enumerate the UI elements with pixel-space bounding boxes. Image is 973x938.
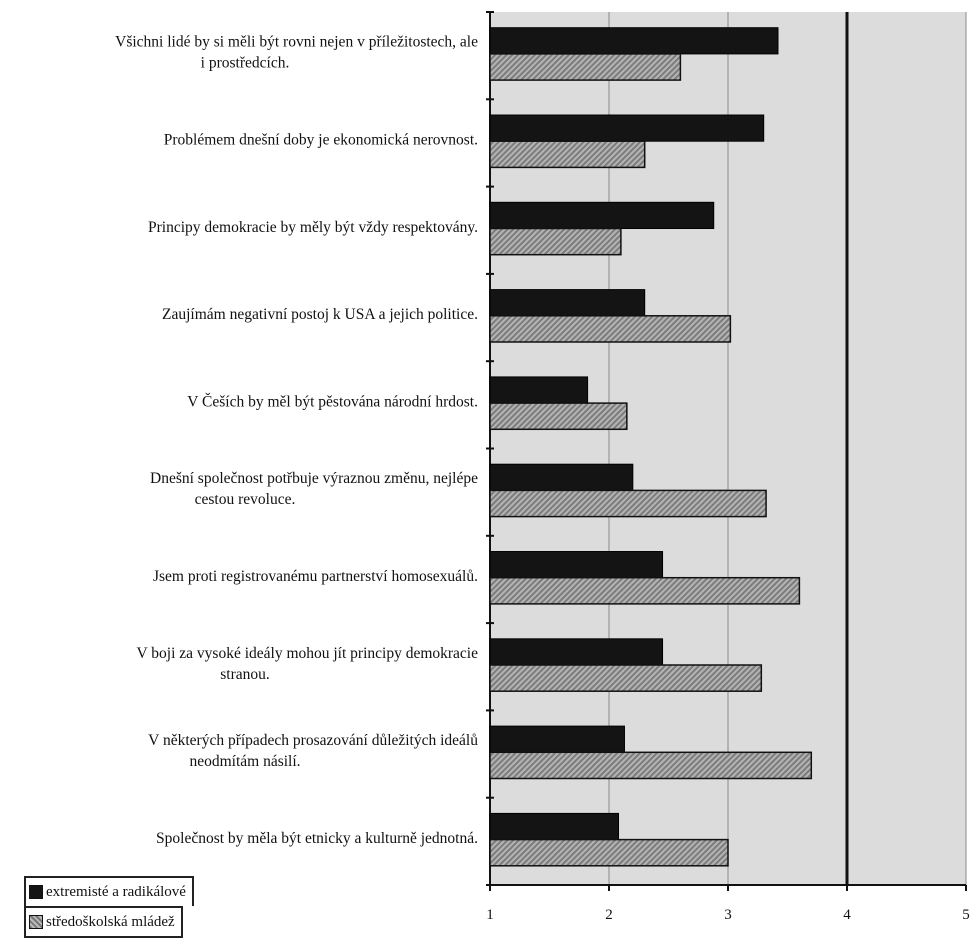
category-label: Zaujímám negativní postoj k USA a jejich… xyxy=(162,306,478,323)
category-label: Dnešní společnost potřbuje výraznou změn… xyxy=(150,470,478,487)
bar-students xyxy=(489,664,763,692)
bar-extremists xyxy=(489,114,765,142)
bar-students xyxy=(489,402,628,431)
bar-extremists xyxy=(489,725,625,753)
bar-extremists xyxy=(489,201,715,230)
category-label: V boji za vysoké ideály mohou jít princi… xyxy=(137,645,479,662)
legend-item-extremists: extremisté a radikálové xyxy=(24,876,194,906)
legend-swatch-grey xyxy=(29,915,43,929)
bar-extremists xyxy=(489,27,779,55)
category-label: Problémem dnešní doby je ekonomická nero… xyxy=(164,131,478,148)
x-tick-label: 2 xyxy=(605,907,613,923)
category-label: i prostředcích. xyxy=(201,55,290,72)
bar-students xyxy=(489,489,767,518)
legend-label-extremists: extremisté a radikálové xyxy=(46,884,186,900)
bar-students xyxy=(489,315,732,343)
bar-students xyxy=(489,838,729,867)
legend-swatch-dark xyxy=(29,885,43,899)
bar-students xyxy=(489,53,682,81)
x-tick-label: 4 xyxy=(843,907,851,923)
bar-students xyxy=(489,140,646,169)
category-label: stranou. xyxy=(220,666,270,683)
x-tick-label: 1 xyxy=(486,907,494,923)
bar-students xyxy=(489,751,813,780)
category-label: cestou revoluce. xyxy=(195,491,296,508)
bar-extremists xyxy=(489,638,664,666)
bar-students xyxy=(489,576,801,605)
bar-extremists xyxy=(489,463,634,491)
category-label: V některých případech prosazování důleži… xyxy=(148,732,478,749)
category-label: Všichni lidé by si měli být rovni nejen … xyxy=(115,34,478,51)
bar-extremists xyxy=(489,551,664,579)
bar-extremists xyxy=(489,812,620,841)
category-label: V Češích by měl být pěstována národní hr… xyxy=(187,393,478,410)
legend-item-students: středoškolská mládež xyxy=(24,906,183,938)
legend-label-students: středoškolská mládež xyxy=(46,914,175,930)
category-label: Jsem proti registrovanému partnerství ho… xyxy=(153,568,478,585)
category-label: Společnost by měla být etnicky a kulturn… xyxy=(156,830,478,847)
x-tick-label: 3 xyxy=(724,907,732,923)
x-tick-label: 5 xyxy=(962,907,970,923)
bar-extremists xyxy=(489,289,646,317)
category-label: Principy demokracie by měly být vždy res… xyxy=(148,219,478,236)
category-label: neodmítám násilí. xyxy=(189,753,300,770)
bar-extremists xyxy=(489,376,589,404)
bar-students xyxy=(489,227,622,256)
legend: extremisté a radikálové středoškolská ml… xyxy=(24,876,194,938)
